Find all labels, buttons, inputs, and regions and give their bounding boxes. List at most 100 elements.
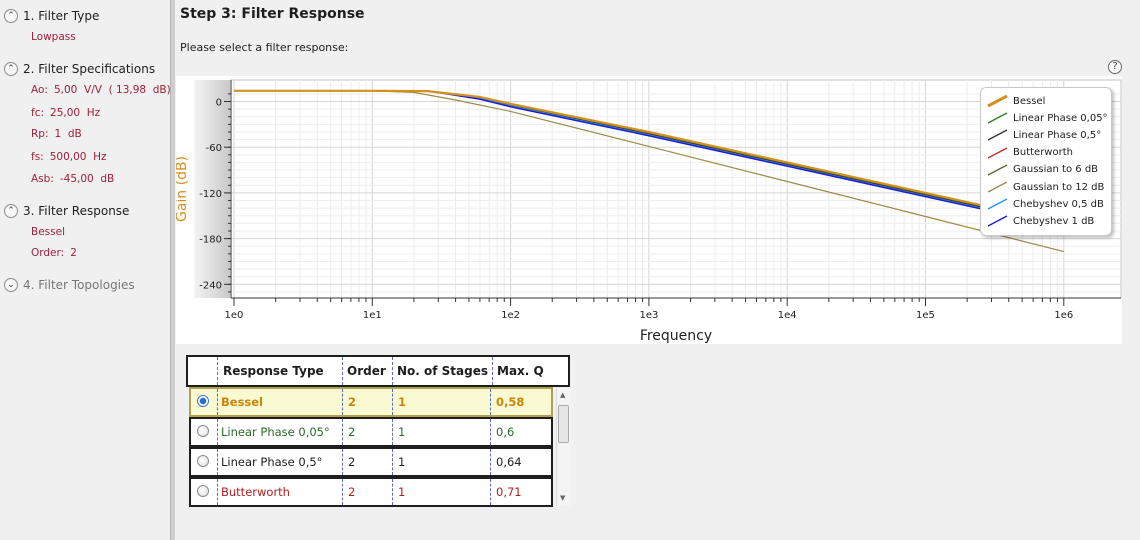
legend-label: Gaussian to 12 dB: [1013, 181, 1105, 193]
legend-entry: Linear Phase 0,5°: [987, 127, 1101, 143]
y-axis: 0 -60 -120 -180 -240: [199, 80, 232, 298]
question-icon[interactable]: ?: [1108, 60, 1122, 74]
sidebar-splitter[interactable]: [170, 0, 175, 540]
spec-key: Rp:: [31, 128, 49, 140]
spec-key: fc:: [31, 107, 45, 119]
table-scrollbar[interactable]: ▲ ▼: [556, 388, 571, 506]
legend-entry: Butterworth: [987, 145, 1073, 161]
cell-order: 2: [348, 425, 356, 439]
legend-swatch: [987, 198, 1008, 210]
chevron-up-icon[interactable]: ⌃: [4, 9, 18, 23]
y-axis-label: Gain (dB): [176, 156, 190, 222]
frequency-response-chart: 0 -60 -120 -180 -240 1e0 1e1 1e2 1e3 1e4 1e5 1e6 G…: [176, 76, 1122, 344]
y-tick-label: 0: [216, 98, 222, 109]
header-order[interactable]: Order: [347, 364, 386, 378]
x-axis: 1e0 1e1 1e2 1e3 1e4 1e5 1e6: [225, 297, 1121, 321]
spec-fc: fc: 25,00 Hz: [31, 107, 100, 119]
column-separator: [217, 419, 218, 445]
table-row[interactable]: Linear Phase 0,05° 2 1 0,6: [189, 417, 553, 447]
spec-key: Ao:: [31, 84, 48, 96]
step-label: 4. Filter Topologies: [23, 278, 135, 292]
legend-label: Chebyshev 0,5 dB: [1013, 198, 1104, 210]
column-separator: [342, 389, 343, 415]
page-title: Step 3: Filter Response: [180, 6, 365, 22]
wizard-sidebar: ⌃ 1. Filter Type Lowpass ⌃ 2. Filter Spe…: [0, 0, 171, 540]
column-separator: [392, 479, 393, 505]
order-value: Order: 2: [31, 247, 77, 259]
legend-label: Bessel: [1013, 95, 1046, 107]
x-tick-label: 1e3: [639, 310, 658, 321]
step-filter-specifications[interactable]: ⌃ 2. Filter Specifications: [4, 59, 155, 79]
chart-series: [234, 89, 1064, 253]
x-axis-label: Frequency: [640, 328, 712, 344]
cell-type: Bessel: [221, 395, 263, 409]
y-tick-label: -60: [206, 143, 222, 154]
table-row[interactable]: Linear Phase 0,5° 2 1 0,64: [189, 447, 553, 477]
column-separator: [490, 419, 491, 445]
chevron-up-icon[interactable]: ⌃: [4, 62, 18, 76]
row-radio-button[interactable]: [197, 425, 209, 437]
cell-maxq: 0,6: [496, 425, 515, 439]
series-line: [234, 89, 992, 209]
x-tick-label: 1e4: [778, 310, 797, 321]
cell-maxq: 0,71: [496, 485, 522, 499]
x-tick-label: 1e5: [916, 310, 935, 321]
step-filter-topologies[interactable]: ⌄ 4. Filter Topologies: [4, 275, 135, 295]
header-max-q[interactable]: Max. Q: [497, 364, 544, 378]
chevron-down-icon[interactable]: ⌄: [4, 278, 18, 292]
legend-swatch: [987, 215, 1008, 227]
row-radio-button[interactable]: [197, 485, 209, 497]
cell-type: Butterworth: [221, 485, 290, 499]
column-separator: [490, 479, 491, 505]
spec-value: 1 dB: [54, 128, 82, 140]
scroll-down-icon[interactable]: ▼: [560, 494, 566, 502]
spec-value: 500,00 Hz: [49, 151, 107, 163]
x-tick-label: 1e0: [225, 310, 244, 321]
header-response-type[interactable]: Response Type: [223, 364, 324, 378]
column-separator: [342, 357, 343, 385]
step-label: 2. Filter Specifications: [23, 62, 156, 76]
spec-fs: fs: 500,00 Hz: [31, 151, 107, 163]
spec-rp: Rp: 1 dB: [31, 128, 82, 140]
legend-swatch: [987, 164, 1008, 176]
column-separator: [392, 357, 393, 385]
column-separator: [217, 479, 218, 505]
legend-label: Gaussian to 6 dB: [1013, 164, 1099, 176]
legend-swatch: [987, 147, 1008, 159]
spec-value: -45,00 dB: [59, 173, 115, 185]
filter-type-value: Lowpass: [31, 31, 76, 43]
cell-stages: 1: [398, 485, 406, 499]
column-separator: [392, 389, 393, 415]
response-value: Bessel: [31, 226, 65, 238]
order-number: 2: [70, 247, 77, 259]
column-separator: [490, 449, 491, 475]
x-tick-label: 1e6: [1054, 310, 1073, 321]
chevron-up-icon[interactable]: ⌃: [4, 204, 18, 218]
step-filter-type[interactable]: ⌃ 1. Filter Type: [4, 6, 99, 26]
order-key: Order:: [31, 247, 65, 259]
step-filter-response[interactable]: ⌃ 3. Filter Response: [4, 201, 129, 221]
step-label: 3. Filter Response: [23, 204, 130, 218]
spec-value: 5,00 V/V ( 13,98 dB): [53, 84, 171, 96]
column-separator: [490, 389, 491, 415]
legend-swatch: [987, 181, 1008, 193]
spec-ao: Ao: 5,00 V/V ( 13,98 dB): [31, 84, 171, 96]
legend-label: Chebyshev 1 dB: [1013, 215, 1095, 227]
cell-stages: 1: [398, 455, 406, 469]
legend-swatch: [987, 95, 1008, 107]
legend-entry: Chebyshev 1 dB: [987, 213, 1094, 229]
row-radio-button[interactable]: [197, 455, 209, 467]
spec-key: Asb:: [31, 173, 54, 185]
column-separator: [217, 449, 218, 475]
cell-maxq: 0,64: [496, 455, 522, 469]
header-stages[interactable]: No. of Stages: [397, 364, 489, 378]
cell-stages: 1: [398, 425, 406, 439]
row-radio-button[interactable]: [197, 395, 209, 407]
table-row[interactable]: Butterworth 2 1 0,71: [189, 477, 553, 507]
step-label: 1. Filter Type: [23, 9, 100, 23]
spec-asb: Asb: -45,00 dB: [31, 173, 114, 185]
scrollbar-thumb[interactable]: [558, 405, 569, 443]
column-separator: [392, 419, 393, 445]
scroll-up-icon[interactable]: ▲: [560, 391, 566, 399]
table-row[interactable]: Bessel 2 1 0,58: [189, 387, 553, 417]
